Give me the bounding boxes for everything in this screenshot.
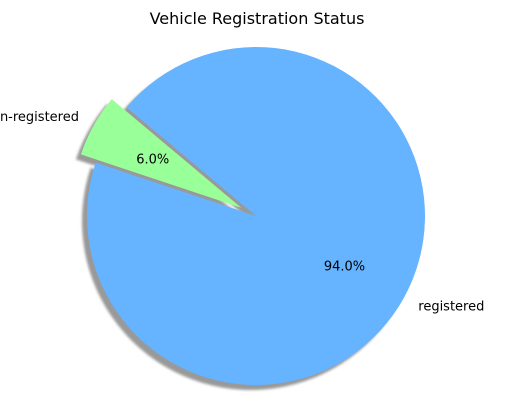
pie-slice-registered xyxy=(87,46,425,386)
pie-slice-layer xyxy=(80,46,425,386)
chart-title: Vehicle Registration Status xyxy=(150,9,365,28)
slice-label-un-registered: un-registered xyxy=(0,110,79,125)
slice-label-registered: registered xyxy=(418,300,484,315)
slice-percent-label-registered: 94.0% xyxy=(324,259,365,274)
pie-label-layer: un-registered 6.0% registered 94.0% xyxy=(0,110,484,315)
pie-slice-un-registered xyxy=(80,99,242,208)
slice-percent-label-un-registered: 6.0% xyxy=(136,152,169,167)
